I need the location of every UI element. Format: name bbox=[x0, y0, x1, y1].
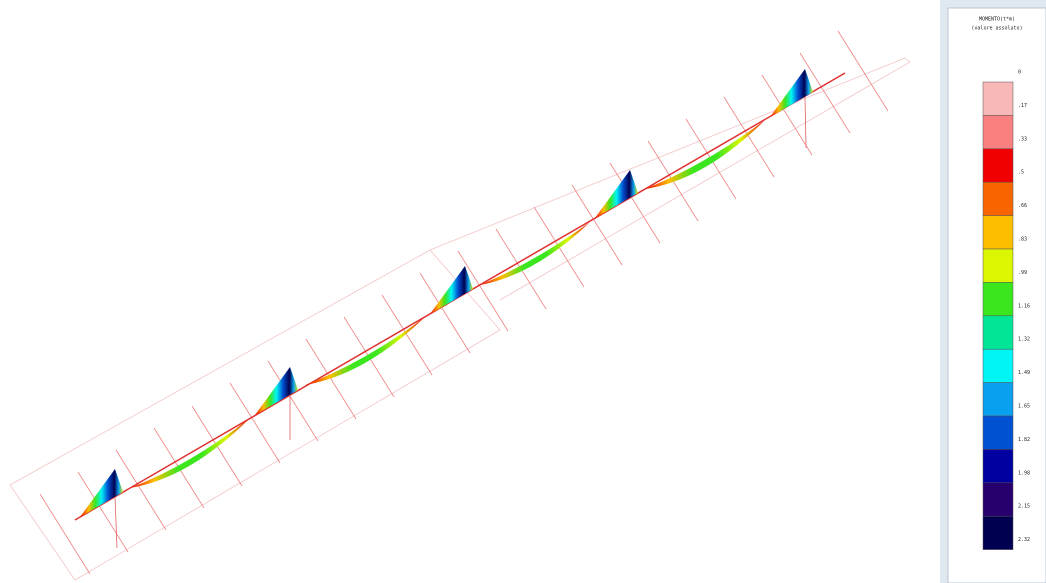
support-diagram bbox=[770, 69, 813, 117]
legend-label: 0 bbox=[1018, 70, 1021, 76]
legend-swatch bbox=[982, 315, 1014, 350]
legend-swatch bbox=[982, 115, 1014, 150]
legend-label: 1.16 bbox=[1018, 303, 1030, 309]
legend-label: 1.98 bbox=[1018, 470, 1030, 476]
legend-swatch bbox=[982, 248, 1014, 283]
legend-label: 2.15 bbox=[1018, 504, 1030, 510]
model-view bbox=[9, 30, 911, 581]
support-diagram bbox=[430, 266, 473, 314]
legend-label: 1.65 bbox=[1018, 404, 1030, 410]
legend-label: 1.82 bbox=[1018, 437, 1030, 443]
legend-label: .5 bbox=[1018, 170, 1024, 176]
legend-label: .17 bbox=[1018, 103, 1027, 109]
legend-swatch bbox=[982, 382, 1014, 417]
support-diagram bbox=[595, 170, 638, 218]
legend-swatch bbox=[982, 148, 1014, 183]
deck-outline bbox=[9, 57, 911, 581]
legend-swatch bbox=[982, 181, 1014, 216]
legend-panel: MOMENTO(t*m) (valore assoluto) 0 .17 .33 .5… bbox=[940, 0, 1046, 583]
legend-label: .66 bbox=[1018, 203, 1027, 209]
legend-label: .99 bbox=[1018, 270, 1027, 276]
legend-label: 1.32 bbox=[1018, 337, 1030, 343]
transverse-moments bbox=[39, 30, 889, 575]
legend-swatch bbox=[982, 515, 1014, 550]
legend-swatch bbox=[982, 482, 1014, 517]
support-diagram bbox=[255, 367, 298, 415]
legend-label: 2.32 bbox=[1018, 537, 1030, 543]
columns bbox=[114, 96, 807, 549]
legend-swatch bbox=[982, 348, 1014, 383]
legend-subtitle: (valore assoluto) bbox=[971, 26, 1022, 32]
legend-title: MOMENTO(t*m) bbox=[979, 17, 1015, 23]
support-moments bbox=[80, 69, 813, 517]
legend-swatch bbox=[982, 282, 1014, 317]
legend-swatch bbox=[982, 449, 1014, 484]
support-diagram bbox=[80, 469, 123, 517]
legend-swatch bbox=[982, 415, 1014, 450]
legend-label: 1.49 bbox=[1018, 370, 1030, 376]
legend-swatch bbox=[982, 215, 1014, 250]
legend-swatch bbox=[982, 81, 1014, 116]
legend-label: .83 bbox=[1018, 237, 1027, 243]
legend-label: .33 bbox=[1018, 136, 1027, 142]
